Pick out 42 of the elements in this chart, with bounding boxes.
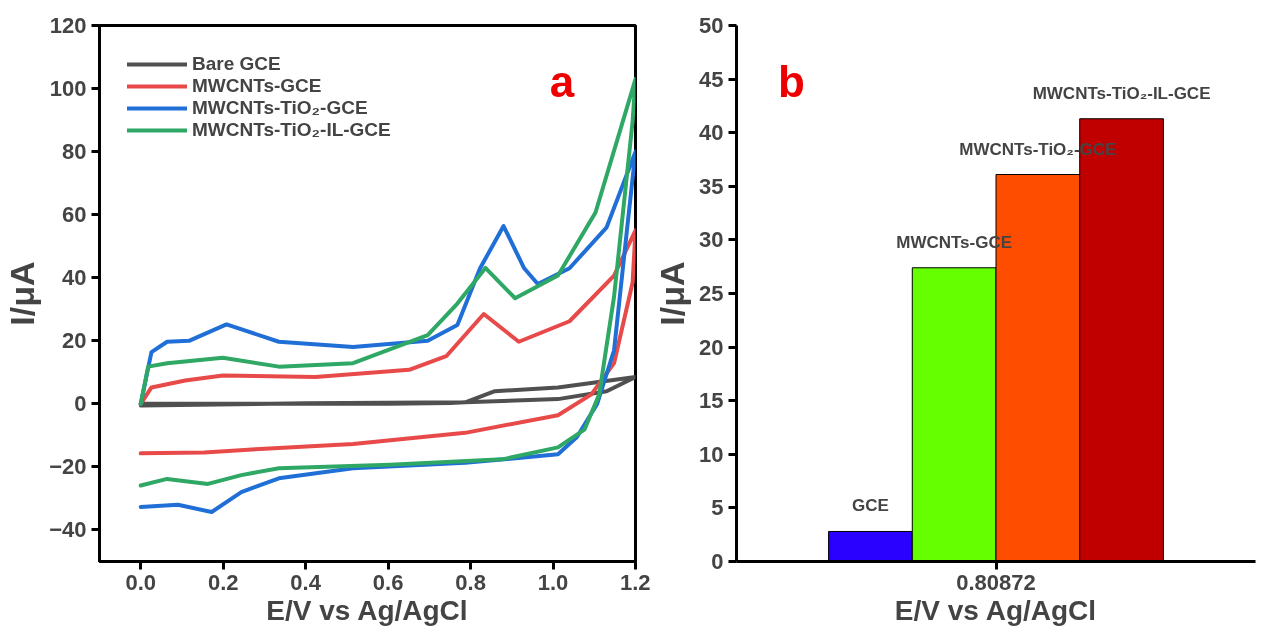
x-tick-label: 0.2 [207,569,239,595]
y-tick-label: 5 [711,495,724,521]
x-tick-label: 1.0 [537,569,569,595]
y-tick-label: 20 [699,334,724,360]
y-axis-title: I/μA [3,261,42,326]
x-tick-label: 0.6 [372,569,404,595]
y-tick-label: 25 [699,281,724,306]
x-tick-label: 0.8 [455,569,486,595]
y-tick-label: 45 [699,66,724,92]
x-axis-title: E/V vs Ag/AgCl [266,594,468,626]
y-tick-label: 15 [699,388,724,414]
legend-label: Bare GCE [192,53,281,75]
legend-label: MWCNTs-TiO₂-IL-GCE [192,119,391,141]
annotation: b [778,56,805,106]
x-tick-label: 0.80872 [956,569,1036,595]
y-tick-label: 35 [699,173,724,199]
y-tick-label: 80 [62,139,87,165]
line-series [138,228,636,456]
y-tick-label: −40 [49,517,87,543]
x-axis-title: E/V vs Ag/AgCl [894,594,1097,626]
line-series [138,375,636,408]
y-tick-label: −20 [49,454,87,480]
y-axis-title: I/μA [653,261,692,326]
x-tick-label: 1.2 [619,569,651,595]
annotation: a [549,56,575,106]
y-tick-label: 0 [74,391,87,417]
y-tick-label: 0 [711,549,724,574]
legend-label: MWCNTs-TiO₂-GCE [192,97,368,119]
x-tick-label: 0.0 [125,569,157,595]
y-tick-label: 120 [49,13,87,38]
y-tick-label: 30 [699,227,724,253]
y-tick-label: 40 [699,120,724,146]
y-tick-label: 60 [62,202,87,228]
y-tick-label: 50 [699,13,724,38]
y-tick-label: 20 [62,328,87,354]
legend-label: MWCNTs-GCE [192,75,322,97]
x-tick-label: 0.4 [290,569,322,595]
y-tick-label: 40 [62,265,87,291]
y-tick-label: 100 [49,76,87,102]
series-label: MWCNTs-TiO₂-IL-GCE [1032,83,1211,103]
series-label: GCE [852,496,889,516]
y-tick-label: 10 [699,441,724,467]
